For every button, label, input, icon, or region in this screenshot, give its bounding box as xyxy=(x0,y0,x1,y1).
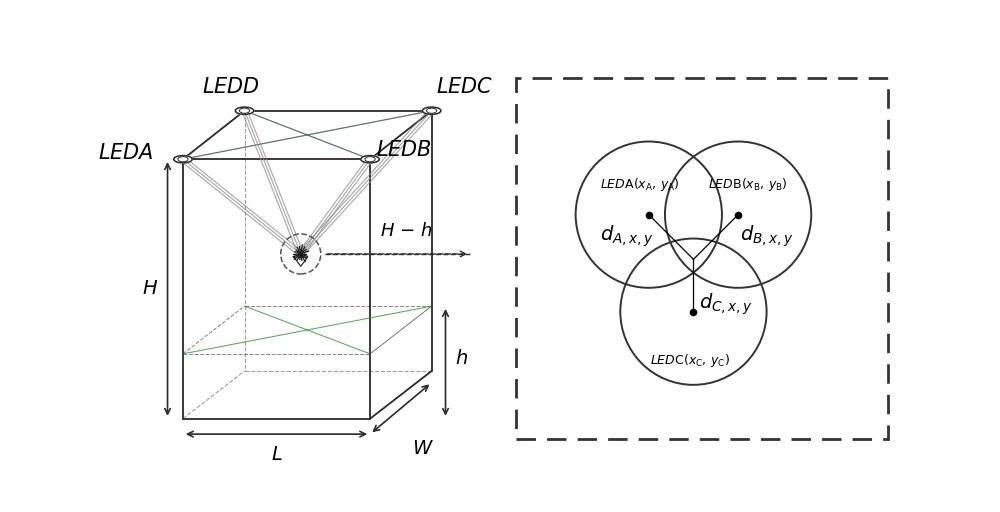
Ellipse shape xyxy=(235,107,254,114)
Text: $\it{W}$: $\it{W}$ xyxy=(412,440,434,458)
Text: $\it{LED}$$\rm{B}$$(x_{\rm{B}},\,y_{\rm{B}})$: $\it{LED}$$\rm{B}$$(x_{\rm{B}},\,y_{\rm{… xyxy=(708,176,787,193)
Bar xyxy=(516,78,888,439)
Point xyxy=(685,308,701,316)
Text: $\it{H}$: $\it{H}$ xyxy=(142,280,158,298)
Text: $\it{L}$: $\it{L}$ xyxy=(271,445,282,464)
Text: $\it{LED}$$\it{D}$: $\it{LED}$$\it{D}$ xyxy=(202,77,260,97)
Text: $d_{A,x,y}$: $d_{A,x,y}$ xyxy=(600,223,654,249)
Text: $\it{LED}$$\it{B}$: $\it{LED}$$\it{B}$ xyxy=(376,140,432,160)
Text: $\it{LED}$$\it{C}$: $\it{LED}$$\it{C}$ xyxy=(436,77,494,97)
Point xyxy=(730,210,746,219)
Polygon shape xyxy=(294,257,308,266)
Text: $d_{B,x,y}$: $d_{B,x,y}$ xyxy=(740,223,794,249)
Point xyxy=(641,210,657,219)
Text: $d_{C,x,y}$: $d_{C,x,y}$ xyxy=(699,291,753,317)
Text: $\it{LED}$$\rm{A}$$(x_{\rm{A}},\,y_{\rm{A}})$: $\it{LED}$$\rm{A}$$(x_{\rm{A}},\,y_{\rm{… xyxy=(600,176,679,193)
Ellipse shape xyxy=(422,107,441,114)
Text: $\it{H}$ $-$ $\it{h}$: $\it{H}$ $-$ $\it{h}$ xyxy=(380,222,432,240)
Text: $\it{h}$: $\it{h}$ xyxy=(455,349,468,368)
Ellipse shape xyxy=(361,156,379,163)
Ellipse shape xyxy=(174,156,192,163)
Text: $\it{LED}$$\rm{C}$$(x_{\rm{C}},\,y_{\rm{C}})$: $\it{LED}$$\rm{C}$$(x_{\rm{C}},\,y_{\rm{… xyxy=(650,352,730,369)
Text: $\it{LED}$$\it{A}$: $\it{LED}$$\it{A}$ xyxy=(98,143,154,163)
